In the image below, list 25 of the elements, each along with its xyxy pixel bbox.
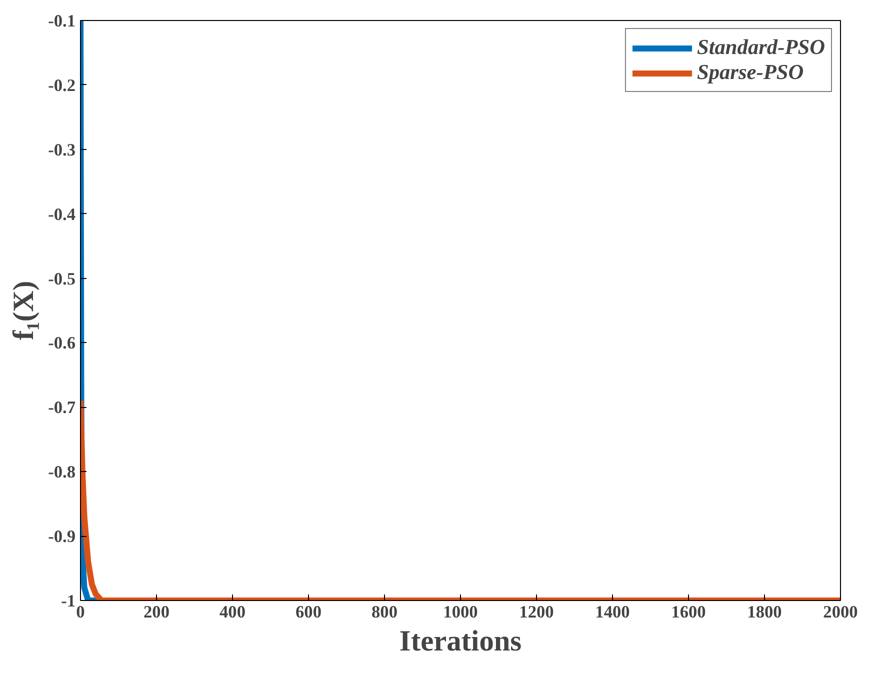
x-tick-label: 1200: [519, 602, 554, 622]
x-tick-label: 800: [372, 602, 398, 622]
y-axis-title: f₁(X): [8, 280, 40, 340]
x-tick-label: 200: [144, 602, 170, 622]
y-tick-label: -0.8: [48, 462, 76, 482]
legend-label: Standard-PSO: [696, 35, 825, 60]
y-tick-label: -0.6: [48, 334, 76, 353]
x-tick-label: 1000: [443, 602, 478, 622]
x-tick-label: 0: [76, 602, 85, 622]
x-tick-label: 1800: [747, 602, 782, 622]
legend-label: Sparse-PSO: [696, 60, 804, 85]
y-tick-label: -0.4: [48, 204, 76, 224]
x-axis-title: Iterations: [399, 626, 522, 658]
x-tick-label: 1600: [671, 602, 706, 622]
x-tick-label: 1400: [595, 602, 630, 622]
y-tick-label: -1: [61, 592, 76, 610]
y-tick-label: -0.3: [48, 140, 76, 160]
x-tick-label: 2000: [823, 602, 858, 622]
y-tick-label: -0.7: [48, 398, 76, 418]
y-tick-label: -0.9: [48, 527, 76, 546]
x-tick-label: 400: [220, 602, 246, 622]
x-tick-label: 600: [296, 602, 322, 622]
y-tick-label: -0.1: [48, 12, 76, 30]
y-tick-label: -0.5: [48, 269, 76, 288]
y-tick-label: -0.2: [48, 76, 76, 95]
